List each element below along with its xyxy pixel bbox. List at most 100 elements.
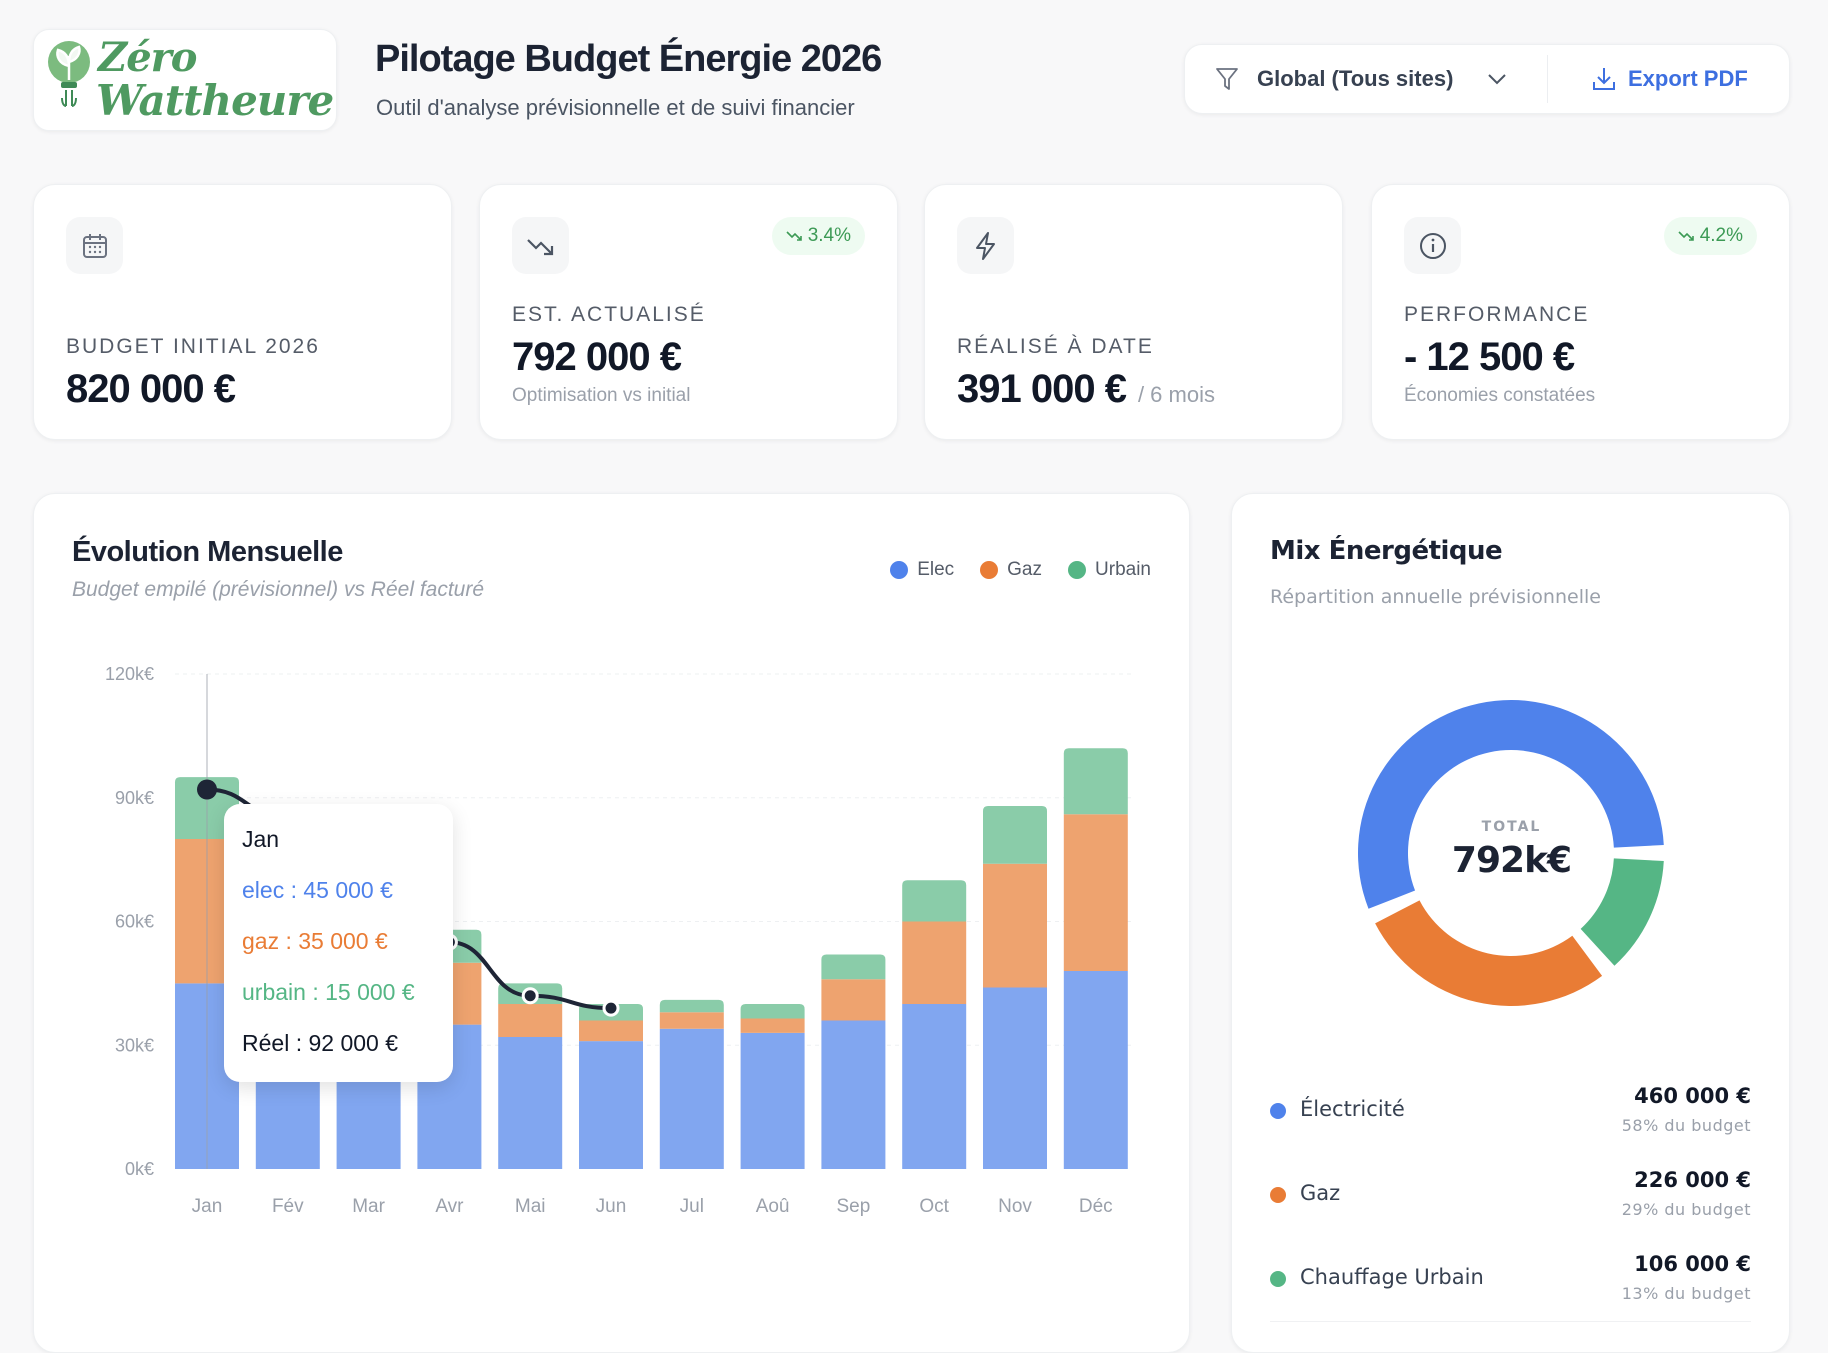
reel-point [197,779,217,800]
mix-item-pct: 13% du budget [1621,1284,1751,1303]
logo-text-line1: Zéro [98,34,197,81]
header-controls: Global (Tous sites) Export PDF [1184,44,1790,114]
mix-item-amount: 226 000 € [1634,1168,1751,1192]
bar-elec[interactable] [659,1028,724,1169]
info-icon [1404,217,1461,274]
bar-urbain[interactable] [821,954,886,980]
page-subtitle: Outil d'analyse prévisionnelle et de sui… [376,95,855,120]
bar-elec[interactable] [902,1004,967,1169]
reel-point [602,999,620,1017]
bar-gaz[interactable] [1063,814,1128,971]
mix-row-chauffage-urbain: Chauffage Urbain 106 000 € 13% du budget [1270,1252,1751,1322]
mix-row-gaz: Gaz 226 000 € 29% du budget [1270,1168,1751,1238]
legend-label: Urbain [1095,559,1151,580]
chart-legend: Elec Gaz Urbain [890,559,1151,581]
bar-elec[interactable] [579,1041,643,1169]
bar-gaz[interactable] [659,1012,724,1029]
chart-tooltip: Jan elec : 45 000 € gaz : 35 000 € urbai… [224,804,453,1082]
mix-item-name: Électricité [1300,1097,1405,1121]
donut-slice[interactable] [1358,700,1664,909]
kpi-label: EST. ACTUALISÉ [512,303,706,326]
logo: Zéro Wattheure [33,29,337,131]
bar-gaz[interactable] [902,921,967,1005]
donut-slice[interactable] [1580,858,1664,966]
bar-urbain[interactable] [740,1004,805,1019]
legend-item-elec[interactable]: Elec [890,559,954,581]
legend-dot [1270,1103,1286,1119]
kpi-subtext: Optimisation vs initial [512,385,691,406]
bar-gaz[interactable] [740,1018,805,1033]
legend-dot [1270,1187,1286,1203]
energy-mix-donut[interactable] [1232,494,1791,1054]
legend-dot [890,561,909,579]
y-tick-label: 60k€ [115,912,154,932]
kpi-value: 391 000 € / 6 mois [957,367,1215,412]
mix-item-amount: 460 000 € [1634,1084,1751,1108]
legend-label: Gaz [1007,559,1043,580]
trending-down-icon [1678,231,1694,241]
chart-title: Évolution Mensuelle [72,536,343,568]
bar-elec[interactable] [498,1037,563,1169]
mix-title: Mix Énergétique [1270,536,1503,566]
tooltip-month: Jan [242,826,280,852]
legend-item-gaz[interactable]: Gaz [980,559,1042,581]
x-tick-label: Oct [919,1196,949,1217]
x-tick-label: Jun [596,1196,627,1217]
kpi-subtext: Économies constatées [1404,385,1596,406]
bar-urbain[interactable] [902,880,967,922]
y-tick-label: 120k€ [105,664,154,684]
y-tick-label: 0k€ [125,1159,154,1179]
y-tick-label: 30k€ [115,1035,154,1055]
x-tick-label: Aoû [756,1196,790,1217]
x-tick-label: Déc [1079,1196,1113,1217]
kpi-badge: 4.2% [1663,217,1757,255]
kpi-value-suffix: / 6 mois [1137,382,1215,407]
x-tick-label: Jan [192,1196,223,1217]
kpi-card-budget-initial: BUDGET INITIAL 2026 820 000 € [33,184,452,440]
mix-item-amount: 106 000 € [1634,1252,1751,1276]
trending-down-icon [512,217,569,274]
site-filter-select[interactable]: Global (Tous sites) [1185,45,1547,113]
divider [1547,55,1548,103]
bar-gaz[interactable] [821,979,886,1021]
bar-elec[interactable] [740,1032,805,1169]
mix-item-name: Chauffage Urbain [1300,1265,1484,1289]
lightbulb-leaf-icon [48,41,90,107]
bar-urbain[interactable] [983,806,1047,864]
kpi-badge: 3.4% [771,217,865,255]
bar-urbain[interactable] [1063,748,1128,815]
bar-elec[interactable] [821,1020,886,1170]
bar-urbain[interactable] [659,999,724,1013]
bar-gaz[interactable] [579,1020,643,1042]
kpi-label: BUDGET INITIAL 2026 [66,335,320,358]
bar-gaz[interactable] [983,863,1047,988]
x-tick-label: Mai [515,1196,546,1217]
kpi-label: RÉALISÉ À DATE [957,335,1154,358]
donut-slice[interactable] [1375,900,1603,1006]
kpi-badge-value: 4.2% [1699,225,1743,246]
x-tick-label: Fév [272,1196,304,1217]
kpi-value: - 12 500 € [1404,335,1575,379]
reel-point [521,987,539,1005]
chevron-down-icon [1488,74,1506,85]
page-title: Pilotage Budget Énergie 2026 [375,38,882,80]
legend-item-urbain[interactable]: Urbain [1068,559,1151,581]
bar-gaz[interactable] [498,1004,563,1037]
logo-text-line2: Wattheure [96,76,334,125]
legend-dot [1270,1271,1286,1287]
kpi-card-est-actualise: 3.4% EST. ACTUALISÉ 792 000 € Optimisati… [479,184,898,440]
kpi-value: 820 000 € [66,367,236,411]
export-pdf-button[interactable]: Export PDF [1592,66,1748,92]
y-tick-label: 90k€ [115,788,154,808]
mix-item-name: Gaz [1300,1181,1341,1205]
kpi-value-amount: 391 000 € [957,367,1127,411]
tooltip-elec: elec : 45 000 € [242,877,393,903]
calendar-icon [66,217,123,274]
bar-elec[interactable] [1063,971,1128,1169]
legend-dot [1068,561,1087,579]
export-pdf-label: Export PDF [1628,66,1748,91]
kpi-label: PERFORMANCE [1404,303,1590,326]
legend-dot [980,561,999,579]
filter-icon [1216,68,1238,90]
bar-elec[interactable] [983,987,1047,1170]
